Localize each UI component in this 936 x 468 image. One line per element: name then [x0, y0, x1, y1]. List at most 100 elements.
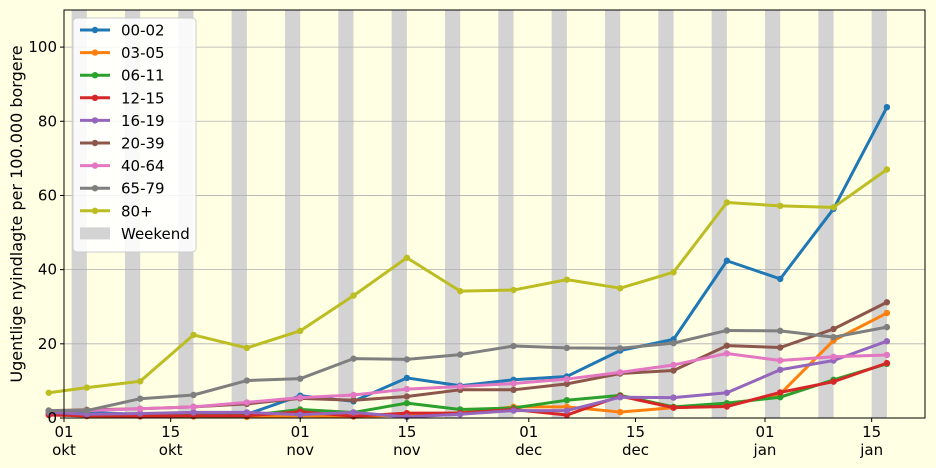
- data-point: [457, 351, 464, 358]
- data-point: [403, 374, 411, 382]
- data-point: [350, 292, 357, 299]
- legend-marker: [91, 162, 99, 169]
- data-point: [45, 389, 52, 396]
- data-point: [830, 325, 837, 333]
- data-point: [243, 399, 251, 406]
- legend-marker: [91, 72, 99, 79]
- weekend-band: [658, 10, 674, 418]
- data-point: [563, 276, 571, 283]
- data-point: [670, 339, 677, 347]
- data-point: [830, 204, 837, 211]
- data-point: [617, 369, 624, 376]
- data-point: [350, 396, 357, 404]
- data-point: [403, 385, 411, 393]
- x-tick-label: 01 jan: [753, 423, 777, 459]
- data-point: [297, 375, 304, 382]
- data-point: [83, 407, 91, 414]
- weekend-band: [444, 10, 461, 418]
- legend-marker: [91, 26, 99, 34]
- weekend-band: [391, 10, 407, 418]
- legend-label: 16-19: [121, 112, 165, 130]
- data-point: [883, 103, 891, 111]
- legend-label: Weekend: [121, 225, 190, 243]
- data-point: [723, 327, 731, 334]
- data-point: [563, 407, 571, 414]
- legend-label: 03-05: [121, 44, 165, 62]
- x-tick-label: 15 okt: [159, 423, 183, 459]
- data-point: [297, 327, 304, 335]
- legend-marker: [91, 185, 99, 192]
- x-tick-label: 15 nov: [393, 423, 421, 459]
- data-point: [723, 257, 731, 264]
- data-point: [777, 202, 784, 210]
- data-point: [457, 383, 464, 390]
- data-point: [883, 351, 891, 359]
- data-point: [777, 394, 784, 401]
- data-point: [777, 327, 784, 335]
- x-tick-label: 15 jan: [859, 423, 883, 459]
- data-point: [723, 350, 731, 357]
- data-point: [350, 391, 357, 399]
- x-tick-label: 01 dec: [515, 423, 542, 459]
- y-tick-label: 0: [47, 409, 57, 427]
- legend: 00-02 03-05 06-11 12-15 16-19 20-39 40-64 65-79…: [72, 17, 197, 253]
- y-tick-label: 80: [38, 112, 57, 130]
- legend-label: 06-11: [121, 67, 165, 85]
- data-point: [563, 344, 571, 352]
- data-point: [670, 394, 677, 401]
- data-point: [617, 284, 624, 292]
- data-point: [723, 389, 731, 396]
- y-axis: 0 20 40 60 80 100: [28, 38, 64, 427]
- data-point: [617, 408, 624, 416]
- data-point: [136, 395, 144, 402]
- data-point: [723, 199, 731, 206]
- weekend-band: [284, 10, 301, 418]
- weekend-band: [818, 10, 834, 418]
- data-point: [563, 411, 571, 419]
- data-point: [190, 331, 197, 339]
- data-point: [883, 299, 891, 306]
- data-point: [403, 254, 411, 261]
- data-point: [777, 389, 784, 396]
- data-point: [670, 367, 677, 374]
- data-point: [563, 380, 571, 388]
- data-point: [723, 403, 731, 410]
- legend-label: 20-39: [121, 135, 165, 153]
- weekend-band: [231, 10, 247, 418]
- y-tick-label: 100: [28, 38, 57, 56]
- legend-weekend-swatch: [80, 227, 110, 240]
- series-80+: [45, 166, 891, 396]
- legend-label: 80+: [121, 202, 153, 220]
- data-point: [83, 384, 91, 391]
- data-point: [510, 286, 517, 294]
- data-point: [883, 309, 891, 317]
- x-tick-label: 01 nov: [286, 423, 314, 459]
- data-point: [723, 342, 731, 349]
- x-axis: 01 okt 15 okt 01 nov 15 nov 01 dec 15 dec 01 jan 15 jan: [52, 418, 883, 459]
- data-point: [670, 269, 677, 276]
- y-axis-title: Ugentlige nyindlagte per 100.000 borgere: [7, 45, 26, 382]
- data-point: [243, 344, 251, 352]
- data-point: [190, 403, 197, 411]
- series-65-79: [45, 323, 891, 414]
- data-point: [403, 399, 411, 407]
- data-point: [457, 411, 464, 418]
- data-point: [136, 410, 144, 417]
- data-point: [617, 345, 624, 352]
- data-point: [510, 342, 517, 350]
- data-point: [563, 375, 571, 383]
- data-point: [777, 357, 784, 364]
- plot-frame: [63, 9, 926, 419]
- series-16-19: [45, 338, 891, 421]
- weekend-band: [604, 10, 621, 418]
- data-point: [883, 359, 891, 367]
- data-point: [403, 393, 411, 400]
- data-point: [457, 287, 464, 295]
- y-tick-label: 40: [38, 261, 57, 279]
- weekend-band: [338, 10, 354, 418]
- data-point: [777, 366, 784, 373]
- data-point: [670, 361, 677, 369]
- weekend-band: [764, 10, 781, 418]
- weekend-band: [551, 10, 567, 418]
